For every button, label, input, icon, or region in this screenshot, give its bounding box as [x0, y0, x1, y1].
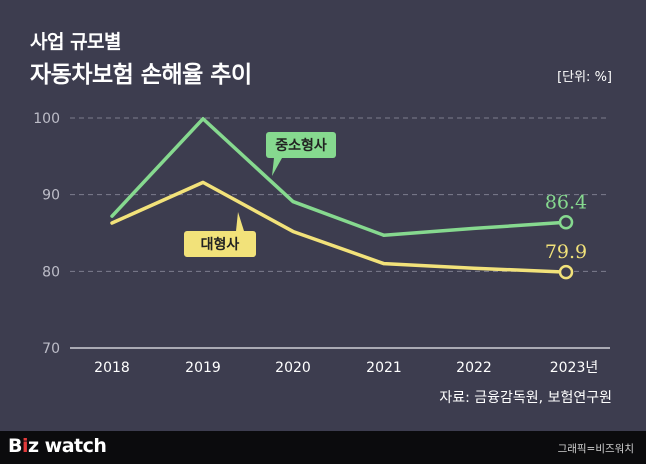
data-label-small-medium: 86.4 — [545, 191, 587, 213]
chart-title: 자동차보험 손해율 추이 — [30, 62, 252, 88]
x-tick-label: 2023년 — [550, 360, 599, 376]
x-tick-label: 2018 — [94, 360, 130, 376]
y-tick-label: 90 — [42, 188, 60, 204]
line-chart: 70 80 90 100 2018 2019 2020 2021 2022 2023년 86.4… — [33, 111, 610, 376]
x-tick-label: 2019 — [185, 360, 221, 376]
y-tick-label: 70 — [42, 341, 60, 357]
series-line-large — [110, 180, 568, 274]
end-point-marker — [558, 264, 574, 280]
series-line-small-medium — [110, 117, 568, 238]
callout-tail — [272, 158, 282, 176]
x-tick-label: 2021 — [366, 360, 402, 376]
data-label-large: 79.9 — [545, 241, 587, 263]
callout-tail — [236, 212, 244, 231]
unit-label: [단위: %] — [557, 70, 612, 85]
callout-box — [266, 132, 336, 158]
graphic-credit: 그래픽=비즈워치 — [557, 443, 634, 455]
end-point-marker — [558, 215, 574, 230]
source-note: 자료: 금융감독원, 보험연구원 — [439, 390, 612, 406]
legend-label-small-medium: 중소형사 — [275, 137, 327, 154]
chart-subtitle: 사업 규모별 — [30, 31, 122, 53]
bizwatch-logo: Biz watch — [8, 435, 107, 457]
legend-label-large: 대형사 — [201, 236, 240, 253]
footer-bar: Biz watch 그래픽=비즈워치 — [0, 431, 646, 464]
y-tick-label: 80 — [42, 264, 60, 280]
y-tick-label: 100 — [33, 111, 60, 127]
x-tick-label: 2020 — [275, 360, 311, 376]
x-tick-label: 2022 — [456, 360, 492, 376]
callout-box — [184, 231, 256, 257]
